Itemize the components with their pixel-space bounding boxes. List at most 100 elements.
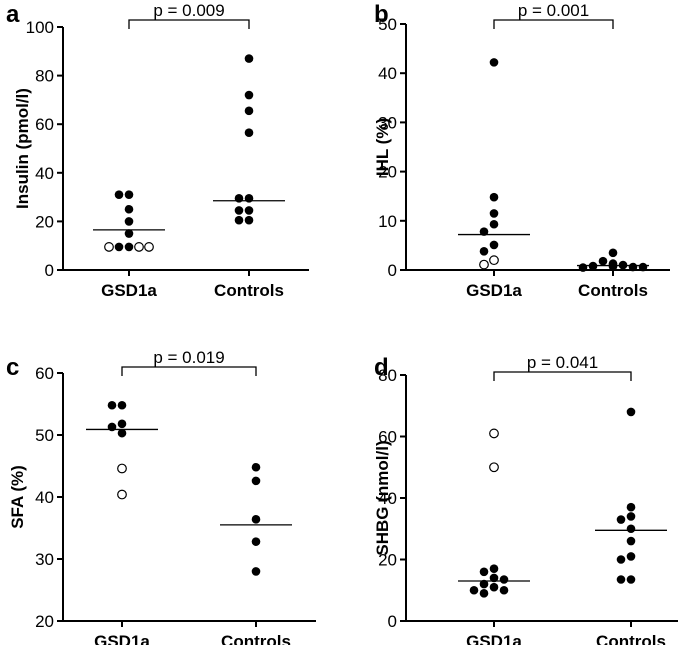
y-tick-label: 40 (378, 64, 397, 83)
y-tick-label: 40 (378, 489, 397, 508)
y-tick-label: 50 (378, 15, 397, 34)
p-value-label: p = 0.001 (518, 1, 589, 20)
y-tick-label: 20 (35, 612, 54, 631)
p-value-label: p = 0.019 (153, 348, 224, 367)
data-point-filled (489, 582, 499, 592)
y-tick-label: 10 (378, 212, 397, 231)
data-point-filled (107, 400, 117, 410)
data-point-filled (251, 537, 261, 546)
data-point-filled (251, 462, 261, 472)
y-tick-label: 60 (35, 115, 54, 134)
data-point-filled (489, 240, 499, 250)
y-axis-label: SFA (%) (8, 465, 27, 529)
y-tick-label: 20 (35, 212, 54, 231)
data-point-filled (234, 206, 244, 215)
data-point-open (144, 242, 154, 252)
data-point-open (134, 242, 144, 252)
significance-bracket (493, 371, 632, 381)
y-tick-label: 0 (388, 261, 397, 280)
x-category-label: Controls (214, 281, 284, 300)
data-point-filled (251, 515, 261, 524)
data-point-filled (626, 512, 636, 521)
x-category-label: GSD1a (101, 281, 157, 300)
panel-letter: d (374, 354, 389, 381)
panel-c: c SFA (%) 20 30 40 50 60 GSD1a Controls p = 0.019 (6, 348, 316, 645)
data-point-filled (626, 552, 636, 561)
data-point-filled (578, 263, 588, 272)
data-point-filled (626, 407, 636, 417)
y-tick-label: 0 (45, 261, 54, 280)
data-point-filled (479, 567, 489, 577)
data-point-filled (489, 192, 499, 202)
x-category-label: Controls (596, 632, 666, 645)
data-point-filled (117, 400, 127, 410)
data-point-filled (608, 248, 618, 258)
y-tick-label: 30 (378, 113, 397, 132)
panel-a: a Insulin (pmol/l) 0 20 40 60 80 100 GSD1a Contro… (6, 1, 309, 300)
data-point-filled (499, 575, 509, 584)
data-point-filled (244, 194, 254, 203)
panel-letter: b (374, 1, 389, 28)
data-point-filled (479, 247, 489, 256)
data-point-filled (598, 256, 608, 266)
data-point-filled (114, 190, 124, 199)
data-point-filled (588, 261, 598, 271)
data-point-filled (124, 204, 134, 214)
data-point-filled (234, 215, 244, 225)
data-point-filled (626, 502, 636, 512)
data-point-filled (489, 573, 499, 583)
data-point-filled (234, 194, 244, 203)
x-category-label: GSD1a (466, 632, 522, 645)
y-tick-label: 80 (378, 366, 397, 385)
data-point-filled (499, 585, 509, 595)
y-tick-label: 50 (35, 426, 54, 445)
data-point-filled (244, 106, 254, 116)
data-point-filled (628, 262, 638, 272)
data-point-filled (479, 227, 489, 236)
y-tick-label: 40 (35, 164, 54, 183)
panel-letter: c (6, 354, 19, 381)
data-point-open (117, 463, 127, 474)
y-tick-label: 30 (35, 550, 54, 569)
data-point-filled (616, 515, 626, 524)
y-tick-label: 60 (378, 428, 397, 447)
data-point-open (489, 255, 499, 266)
data-point-filled (124, 217, 134, 226)
data-point-filled (638, 262, 648, 272)
panel-d: d SHBG (nmol/l) 0 20 40 60 80 GSD1a Controls p = … (373, 353, 678, 645)
data-point-filled (251, 567, 261, 576)
data-point-filled (489, 209, 499, 218)
panel-letter: a (6, 1, 20, 28)
data-point-filled (124, 242, 134, 252)
data-point-filled (616, 555, 626, 564)
data-point-open (117, 489, 127, 500)
x-category-label: GSD1a (466, 281, 522, 300)
data-point-filled (489, 564, 499, 574)
data-point-filled (489, 58, 499, 67)
data-point-filled (626, 536, 636, 546)
data-point-filled (107, 422, 117, 432)
data-point-open (104, 242, 114, 252)
y-tick-label: 20 (378, 163, 397, 182)
significance-bracket (128, 19, 250, 29)
y-tick-label: 60 (35, 364, 54, 383)
y-axis-label: SHBG (nmol/l) (373, 440, 392, 555)
y-tick-label: 20 (378, 551, 397, 570)
y-tick-label: 100 (26, 18, 54, 37)
y-tick-label: 40 (35, 488, 54, 507)
p-value-label: p = 0.009 (153, 1, 224, 20)
data-point-filled (124, 229, 134, 238)
data-point-filled (244, 90, 254, 100)
y-axis-label: Insulin (pmol/l) (13, 88, 32, 209)
data-point-filled (489, 219, 499, 229)
p-value-label: p = 0.041 (527, 353, 598, 372)
data-point-filled (244, 215, 254, 225)
panel-b: b IHL (%) 0 10 20 30 40 50 GSD1a Controls p = 0.00… (373, 1, 670, 300)
data-point-filled (251, 476, 261, 486)
significance-bracket (121, 366, 257, 376)
data-point-open (489, 428, 499, 439)
data-point-open (479, 259, 489, 270)
data-point-open (489, 462, 499, 473)
data-point-filled (616, 575, 626, 584)
